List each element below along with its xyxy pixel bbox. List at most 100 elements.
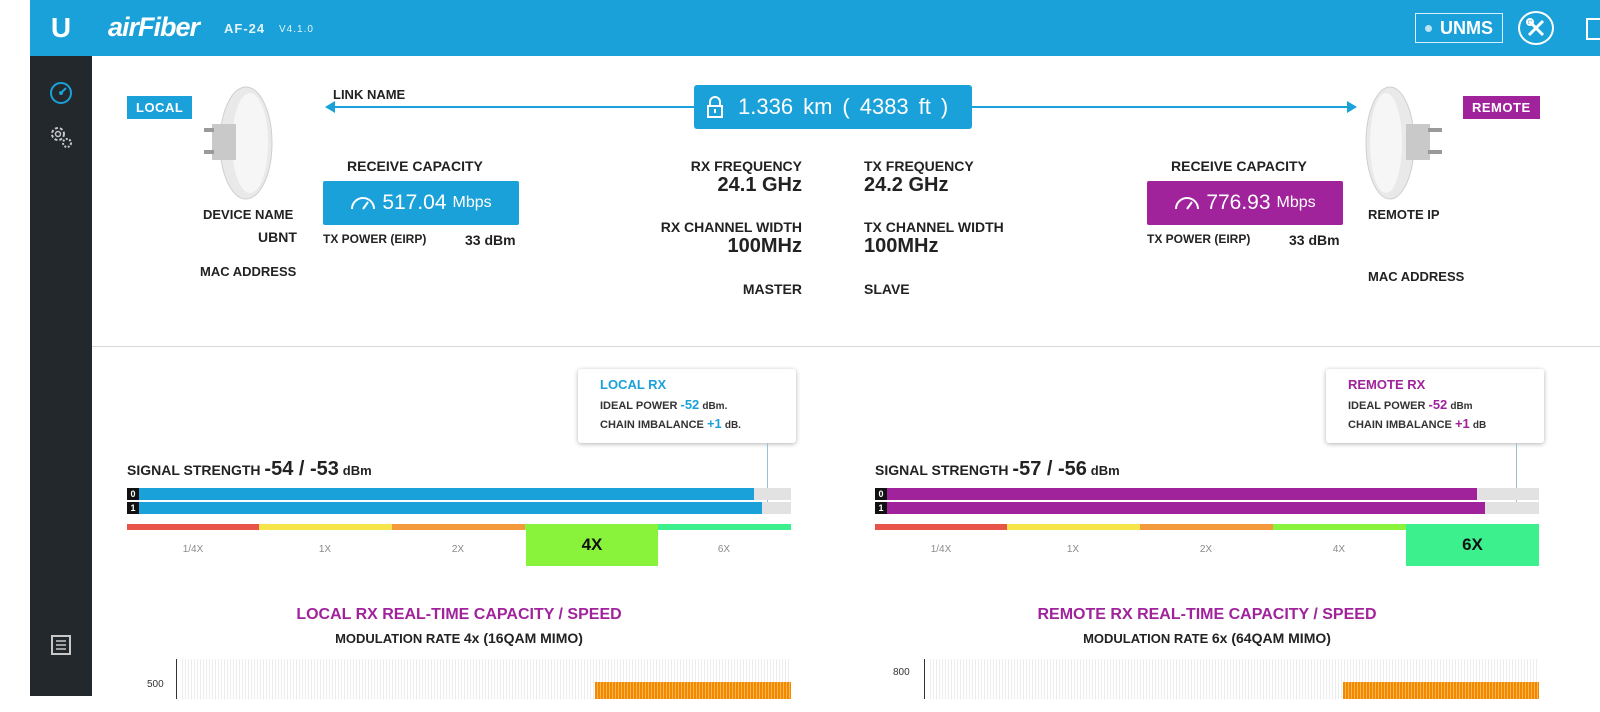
local-mod-2x-strip bbox=[392, 524, 525, 530]
firmware-version: V4.1.0 bbox=[279, 24, 314, 35]
local-rx-tooltip: LOCAL RX IDEAL POWER -52 dBm. CHAIN IMBA… bbox=[578, 369, 796, 443]
remote-ideal-power-unit: dBm bbox=[1450, 401, 1473, 412]
remote-chain-1-label: 1 bbox=[875, 502, 887, 514]
local-dish-icon bbox=[200, 84, 276, 207]
remote-tx-power-label: TX POWER (EIRP) bbox=[1147, 232, 1251, 246]
device-name-value: UBNT bbox=[258, 229, 297, 245]
section-divider bbox=[92, 346, 1600, 347]
local-chain-imbalance-line: CHAIN IMBALANCE +1 dB. bbox=[600, 416, 774, 431]
remote-graph-tick: 800 bbox=[893, 667, 910, 678]
remote-modulation-rate: MODULATION RATE 6x (64QAM MIMO) bbox=[875, 630, 1539, 646]
local-capacity-graph-fill bbox=[595, 682, 791, 699]
local-chain-imbalance-unit: dB. bbox=[724, 420, 741, 431]
remote-chain-imbalance-unit: dB bbox=[1472, 420, 1487, 431]
local-chain-1-fill bbox=[139, 502, 762, 514]
logout-icon[interactable] bbox=[1586, 18, 1600, 40]
dashboard-icon[interactable] bbox=[48, 80, 74, 106]
local-mod-label-6x: 6X bbox=[717, 544, 731, 555]
local-receive-capacity-box: 517.04 Mbps bbox=[323, 181, 519, 225]
remote-signal-strength-unit: dBm bbox=[1090, 463, 1120, 478]
remote-chain-1-bar: 1 bbox=[875, 502, 1539, 514]
local-receive-capacity-label: RECEIVE CAPACITY bbox=[347, 158, 483, 174]
remote-mod-label-1-4x: 1/4X bbox=[930, 544, 952, 555]
remote-mac-address-label: MAC ADDRESS bbox=[1368, 269, 1465, 284]
remote-signal-strength-value: -57 / -56 bbox=[1012, 458, 1087, 480]
logo-letter: U bbox=[50, 12, 72, 43]
local-tag: LOCAL bbox=[127, 96, 193, 119]
remote-dish-icon bbox=[1362, 84, 1448, 207]
local-mod-1x-strip bbox=[259, 524, 392, 530]
local-mac-address-label: MAC ADDRESS bbox=[200, 264, 297, 279]
local-receive-capacity-unit: Mbps bbox=[452, 194, 492, 211]
local-receive-capacity-value: 517.04 bbox=[382, 191, 447, 214]
remote-chain-0-fill bbox=[887, 488, 1477, 500]
unms-button[interactable]: UNMS bbox=[1415, 13, 1503, 43]
local-chain-1-bar: 1 bbox=[127, 502, 791, 514]
local-mod-1-4x-strip bbox=[127, 524, 259, 530]
remote-mod-label-1x: 1X bbox=[1066, 544, 1080, 555]
local-mod-6x-strip bbox=[658, 524, 791, 530]
settings-icon[interactable] bbox=[48, 124, 74, 150]
remote-graph-axis bbox=[924, 659, 925, 699]
ubiquiti-logo-icon[interactable]: U bbox=[30, 0, 92, 56]
local-signal-strength-label: SIGNAL STRENGTH bbox=[127, 462, 261, 478]
remote-tx-power-value: 33 dBm bbox=[1289, 232, 1340, 248]
local-ideal-power-value: -52 bbox=[680, 397, 700, 412]
brand-name: airFiber bbox=[108, 12, 200, 42]
local-chain-imbalance-value: +1 bbox=[706, 416, 722, 431]
remote-mod-4x-strip bbox=[1273, 524, 1406, 530]
remote-rx-tooltip-title: REMOTE RX bbox=[1348, 377, 1426, 392]
distance-km: 1.336 bbox=[738, 94, 794, 119]
local-role: MASTER bbox=[742, 281, 802, 297]
speedometer-icon bbox=[1175, 197, 1200, 210]
remote-chain-0-label: 0 bbox=[875, 488, 887, 500]
local-tx-power-label: TX POWER (EIRP) bbox=[323, 232, 427, 246]
local-chain-0-label: 0 bbox=[127, 488, 139, 500]
remote-receive-capacity-box: 776.93 Mbps bbox=[1147, 181, 1343, 225]
remote-capacity-graph-fill bbox=[1343, 682, 1539, 699]
remote-receive-capacity-value: 776.93 bbox=[1206, 191, 1271, 214]
sidebar bbox=[30, 56, 92, 696]
unms-label: UNMS bbox=[1440, 17, 1493, 38]
remote-capacity-title: REMOTE RX REAL-TIME CAPACITY / SPEED bbox=[1037, 606, 1377, 623]
remote-mod-label-4x: 4X bbox=[1332, 544, 1346, 555]
distance-km-unit: km bbox=[803, 94, 833, 119]
remote-ip-label: REMOTE IP bbox=[1368, 207, 1440, 222]
device-model: AF-24 bbox=[224, 21, 266, 36]
remote-ideal-power-line: IDEAL POWER -52 dBm bbox=[1348, 397, 1522, 412]
remote-chain-imbalance-label: CHAIN IMBALANCE bbox=[1348, 419, 1452, 431]
tx-frequency-label: TX FREQUENCY bbox=[864, 158, 974, 174]
link-arrow-right-icon bbox=[1347, 101, 1357, 113]
remote-mod-rate-label: MODULATION RATE bbox=[1083, 631, 1209, 646]
remote-tag: REMOTE bbox=[1463, 96, 1540, 119]
link-arrow-left-icon bbox=[325, 101, 335, 113]
remote-mod-1x-strip bbox=[1007, 524, 1140, 530]
local-ideal-power-line: IDEAL POWER -52 dBm. bbox=[600, 397, 774, 412]
local-mod-rate-value: 4x (16QAM MIMO) bbox=[463, 630, 583, 646]
tx-channel-width-label: TX CHANNEL WIDTH bbox=[864, 219, 1004, 235]
speedometer-icon bbox=[351, 197, 376, 210]
local-chain-1-label: 1 bbox=[127, 502, 139, 514]
tx-frequency-value: 24.2 GHz bbox=[864, 174, 949, 196]
local-modulation-rate: MODULATION RATE 4x (16QAM MIMO) bbox=[127, 630, 791, 646]
link-distance-box: 1.336 km ( 4383 ft ) bbox=[694, 85, 972, 129]
remote-ideal-power-label: IDEAL POWER bbox=[1348, 400, 1426, 412]
unms-status-dot bbox=[1425, 24, 1432, 32]
remote-chain-0-bar: 0 bbox=[875, 488, 1539, 500]
remote-rx-tooltip: REMOTE RX IDEAL POWER -52 dBm CHAIN IMBA… bbox=[1326, 369, 1544, 443]
remote-role: SLAVE bbox=[864, 281, 910, 297]
tools-icon[interactable] bbox=[1518, 11, 1554, 45]
log-icon[interactable] bbox=[48, 632, 74, 658]
remote-active-modulation: 6X bbox=[1406, 524, 1539, 566]
remote-chain-1-fill bbox=[887, 502, 1485, 514]
local-tx-power-value: 33 dBm bbox=[465, 232, 516, 248]
main-content: LOCAL DEVICE NAME UBNT MAC ADDRESS RECEI… bbox=[92, 56, 1600, 712]
local-ideal-power-label: IDEAL POWER bbox=[600, 400, 678, 412]
local-capacity-title: LOCAL RX REAL-TIME CAPACITY / SPEED bbox=[296, 606, 622, 623]
device-name-label: DEVICE NAME bbox=[203, 207, 294, 222]
local-mod-rate-label: MODULATION RATE bbox=[335, 631, 461, 646]
local-chain-0-bar: 0 bbox=[127, 488, 791, 500]
remote-signal-strength: SIGNAL STRENGTH -57 / -56 dBm bbox=[875, 458, 1120, 481]
rx-frequency-label: RX FREQUENCY bbox=[690, 158, 802, 174]
remote-mod-1-4x-strip bbox=[875, 524, 1007, 530]
